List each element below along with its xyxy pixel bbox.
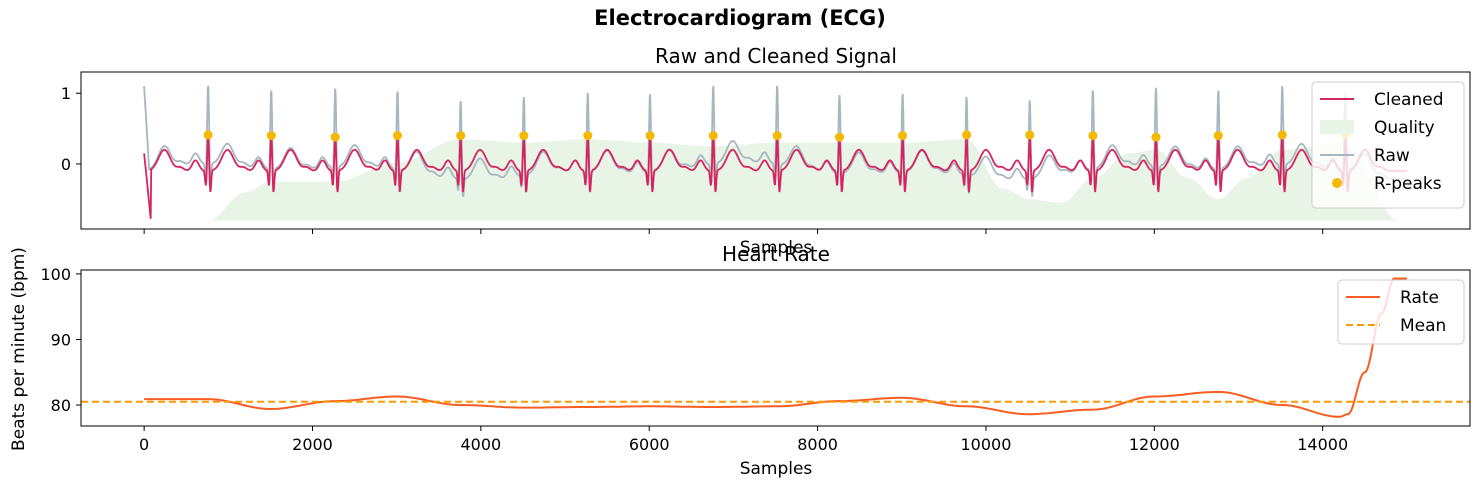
- r-peak-point: [393, 131, 402, 141]
- axes-title-raw-cleaned: Raw and Cleaned Signal: [655, 44, 897, 68]
- r-peak-point: [330, 132, 340, 142]
- legend-swatch-quality: [1320, 120, 1354, 134]
- r-peak-point: [1088, 131, 1098, 141]
- x-tick-label-bottom: 0: [139, 435, 149, 454]
- x-tick-label-bottom: 6000: [629, 435, 670, 454]
- r-peak-point: [1213, 131, 1223, 141]
- x-tick-label-bottom: 10000: [961, 435, 1012, 454]
- r-peak-point: [645, 131, 655, 141]
- r-peak-point: [1277, 130, 1287, 140]
- x-axis-label-bottom: Samples: [740, 459, 813, 479]
- r-peak-point: [962, 130, 972, 140]
- series-rate: [144, 277, 1407, 418]
- legend-label-quality: Quality: [1374, 118, 1435, 138]
- quality-area: [208, 139, 1399, 221]
- y-tick-label-bottom: 90: [51, 330, 71, 349]
- r-peak-point: [1151, 132, 1161, 142]
- legend-label-r-peaks: R-peaks: [1374, 174, 1442, 194]
- figure-title: Electrocardiogram (ECG): [594, 6, 886, 30]
- axes-heart-rate: Heart Rate 0 2000 4000 6000 8000 10000 12000 14…: [9, 242, 1471, 479]
- series-cleaned: [143, 137, 1407, 219]
- r-peak-point: [898, 131, 908, 141]
- legend-label-rate: Rate: [1400, 288, 1439, 308]
- y-tick-label-top: 1: [61, 84, 71, 103]
- axes-title-heart-rate: Heart Rate: [722, 242, 830, 266]
- x-tick-label-bottom: 8000: [797, 435, 838, 454]
- y-tick-label-bottom: 100: [40, 265, 71, 284]
- r-peak-point: [835, 132, 844, 142]
- legend-label-mean: Mean: [1400, 316, 1446, 336]
- x-axis-label-top: Samples: [740, 238, 813, 258]
- axes-frame-bottom: [80, 269, 1471, 427]
- y-axis-label-bottom: Beats per minute (bpm): [9, 247, 29, 451]
- r-peak-point: [266, 131, 276, 141]
- y-tick-label-bottom: 80: [51, 396, 71, 415]
- legend-label-cleaned: Cleaned: [1374, 90, 1444, 110]
- legend-bottom: Rate Mean: [1337, 279, 1465, 345]
- x-tick-label-bottom: 14000: [1297, 435, 1348, 454]
- r-peak-point: [1025, 130, 1035, 140]
- axes-raw-cleaned: Raw and Cleaned Signal 0 1 Samples Cleane…: [61, 44, 1471, 258]
- x-tick-label-bottom: 12000: [1129, 435, 1180, 454]
- r-peak-point: [583, 131, 593, 141]
- legend-swatch-r-peaks: [1332, 178, 1342, 188]
- y-tick-label-top: 0: [61, 155, 71, 174]
- r-peak-point: [772, 131, 782, 141]
- legend-label-raw: Raw: [1374, 146, 1410, 166]
- axes-frame-top: [80, 71, 1471, 230]
- x-tick-label-bottom: 2000: [292, 435, 333, 454]
- r-peak-point: [203, 130, 213, 140]
- legend-frame-top: [1311, 81, 1465, 209]
- r-peak-point: [708, 131, 718, 141]
- x-tick-label-bottom: 4000: [461, 435, 502, 454]
- legend-top: Cleaned Quality Raw R-peaks: [1311, 81, 1465, 209]
- r-peak-point: [456, 131, 466, 141]
- r-peak-point: [519, 131, 529, 141]
